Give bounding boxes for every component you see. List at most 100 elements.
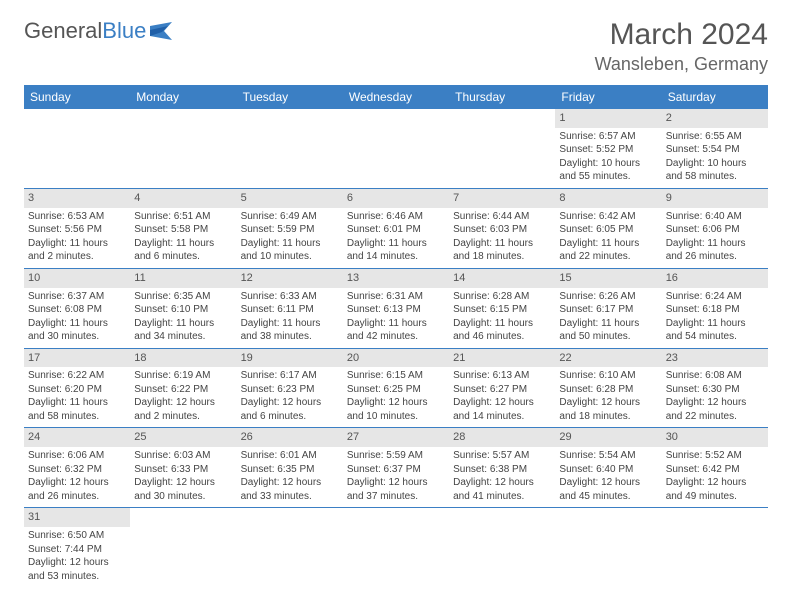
calendar-cell: 24Sunrise: 6:06 AMSunset: 6:32 PMDayligh… [24, 428, 130, 508]
calendar-cell: 9 Sunrise: 6:40 AMSunset: 6:06 PMDaylight… [662, 188, 768, 268]
sunrise-text: Sunrise: 6:46 AM [347, 210, 445, 224]
sunset-text: Sunset: 6:17 PM [559, 303, 657, 317]
sunrise-text: Sunrise: 6:10 AM [559, 369, 657, 383]
sunrise-text: Sunrise: 5:57 AM [453, 449, 551, 463]
calendar-week-row: 17Sunrise: 6:22 AMSunset: 6:20 PMDayligh… [24, 348, 768, 428]
daylight-text: Daylight: 11 hours and 46 minutes. [453, 317, 551, 344]
daylight-text: Daylight: 11 hours and 10 minutes. [241, 237, 339, 264]
calendar-cell: 1Sunrise: 6:57 AMSunset: 5:52 PMDaylight… [555, 109, 661, 188]
day-number: 18 [130, 349, 236, 368]
sunrise-text: Sunrise: 6:42 AM [559, 210, 657, 224]
sunset-text: Sunset: 6:33 PM [134, 463, 232, 477]
sunset-text: Sunset: 6:05 PM [559, 223, 657, 237]
day-header: Wednesday [343, 85, 449, 109]
day-number: 27 [343, 428, 449, 447]
calendar-cell: 10Sunrise: 6:37 AMSunset: 6:08 PMDayligh… [24, 268, 130, 348]
sunset-text: Sunset: 6:30 PM [666, 383, 764, 397]
calendar-cell [555, 508, 661, 587]
sunrise-text: Sunrise: 6:17 AM [241, 369, 339, 383]
sunset-text: Sunset: 7:44 PM [28, 543, 126, 557]
sunset-text: Sunset: 6:06 PM [666, 223, 764, 237]
daylight-text: Daylight: 11 hours and 42 minutes. [347, 317, 445, 344]
calendar-cell: 3Sunrise: 6:53 AMSunset: 5:56 PMDaylight… [24, 188, 130, 268]
sunrise-text: Sunrise: 6:57 AM [559, 130, 657, 144]
daylight-text: Daylight: 11 hours and 58 minutes. [28, 396, 126, 423]
sunrise-text: Sunrise: 6:33 AM [241, 290, 339, 304]
calendar-cell: 2Sunrise: 6:55 AMSunset: 5:54 PMDaylight… [662, 109, 768, 188]
daylight-text: Daylight: 12 hours and 45 minutes. [559, 476, 657, 503]
day-header: Sunday [24, 85, 130, 109]
day-header: Tuesday [237, 85, 343, 109]
sunrise-text: Sunrise: 6:08 AM [666, 369, 764, 383]
day-number: 6 [343, 189, 449, 208]
logo-flag-icon [150, 22, 176, 40]
daylight-text: Daylight: 12 hours and 14 minutes. [453, 396, 551, 423]
day-number: 4 [130, 189, 236, 208]
calendar-cell: 18Sunrise: 6:19 AMSunset: 6:22 PMDayligh… [130, 348, 236, 428]
sunset-text: Sunset: 6:28 PM [559, 383, 657, 397]
daylight-text: Daylight: 11 hours and 6 minutes. [134, 237, 232, 264]
calendar-cell: 22Sunrise: 6:10 AMSunset: 6:28 PMDayligh… [555, 348, 661, 428]
sunset-text: Sunset: 6:18 PM [666, 303, 764, 317]
daylight-text: Daylight: 10 hours and 58 minutes. [666, 157, 764, 184]
logo-word2: Blue [102, 18, 146, 44]
daylight-text: Daylight: 12 hours and 33 minutes. [241, 476, 339, 503]
calendar-cell: 14Sunrise: 6:28 AMSunset: 6:15 PMDayligh… [449, 268, 555, 348]
sunrise-text: Sunrise: 6:13 AM [453, 369, 551, 383]
location: Wansleben, Germany [595, 54, 768, 75]
calendar-body: 1Sunrise: 6:57 AMSunset: 5:52 PMDaylight… [24, 109, 768, 587]
day-number: 13 [343, 269, 449, 288]
sunset-text: Sunset: 6:20 PM [28, 383, 126, 397]
day-number: 17 [24, 349, 130, 368]
calendar-cell: 19Sunrise: 6:17 AMSunset: 6:23 PMDayligh… [237, 348, 343, 428]
sunrise-text: Sunrise: 6:44 AM [453, 210, 551, 224]
sunrise-text: Sunrise: 6:26 AM [559, 290, 657, 304]
sunset-text: Sunset: 6:01 PM [347, 223, 445, 237]
calendar-cell [449, 508, 555, 587]
daylight-text: Daylight: 11 hours and 54 minutes. [666, 317, 764, 344]
calendar-cell: 12Sunrise: 6:33 AMSunset: 6:11 PMDayligh… [237, 268, 343, 348]
day-number: 1 [555, 109, 661, 128]
calendar-cell: 7Sunrise: 6:44 AMSunset: 6:03 PMDaylight… [449, 188, 555, 268]
page-header: GeneralBlue March 2024 Wansleben, German… [24, 18, 768, 75]
day-number: 20 [343, 349, 449, 368]
calendar-cell: 28Sunrise: 5:57 AMSunset: 6:38 PMDayligh… [449, 428, 555, 508]
sunrise-text: Sunrise: 6:37 AM [28, 290, 126, 304]
calendar-cell [662, 508, 768, 587]
day-number: 25 [130, 428, 236, 447]
day-number: 9 [662, 189, 768, 208]
daylight-text: Daylight: 12 hours and 49 minutes. [666, 476, 764, 503]
calendar-cell [130, 508, 236, 587]
calendar-week-row: 24Sunrise: 6:06 AMSunset: 6:32 PMDayligh… [24, 428, 768, 508]
day-number: 5 [237, 189, 343, 208]
calendar-cell: 13Sunrise: 6:31 AMSunset: 6:13 PMDayligh… [343, 268, 449, 348]
daylight-text: Daylight: 12 hours and 30 minutes. [134, 476, 232, 503]
calendar-cell: 21Sunrise: 6:13 AMSunset: 6:27 PMDayligh… [449, 348, 555, 428]
daylight-text: Daylight: 11 hours and 26 minutes. [666, 237, 764, 264]
sunset-text: Sunset: 6:11 PM [241, 303, 339, 317]
day-number: 12 [237, 269, 343, 288]
sunrise-text: Sunrise: 6:28 AM [453, 290, 551, 304]
sunrise-text: Sunrise: 6:01 AM [241, 449, 339, 463]
day-number: 15 [555, 269, 661, 288]
day-number: 28 [449, 428, 555, 447]
calendar-cell: 25Sunrise: 6:03 AMSunset: 6:33 PMDayligh… [130, 428, 236, 508]
sunrise-text: Sunrise: 5:52 AM [666, 449, 764, 463]
sunset-text: Sunset: 6:35 PM [241, 463, 339, 477]
sunrise-text: Sunrise: 6:40 AM [666, 210, 764, 224]
sunset-text: Sunset: 5:56 PM [28, 223, 126, 237]
calendar-cell: 8Sunrise: 6:42 AMSunset: 6:05 PMDaylight… [555, 188, 661, 268]
sunset-text: Sunset: 6:42 PM [666, 463, 764, 477]
day-number: 24 [24, 428, 130, 447]
day-header: Friday [555, 85, 661, 109]
sunrise-text: Sunrise: 6:22 AM [28, 369, 126, 383]
daylight-text: Daylight: 12 hours and 41 minutes. [453, 476, 551, 503]
sunset-text: Sunset: 6:08 PM [28, 303, 126, 317]
day-header: Saturday [662, 85, 768, 109]
day-number: 21 [449, 349, 555, 368]
sunset-text: Sunset: 6:37 PM [347, 463, 445, 477]
sunrise-text: Sunrise: 6:15 AM [347, 369, 445, 383]
month-title: March 2024 [595, 18, 768, 52]
title-block: March 2024 Wansleben, Germany [595, 18, 768, 75]
sunrise-text: Sunrise: 6:24 AM [666, 290, 764, 304]
